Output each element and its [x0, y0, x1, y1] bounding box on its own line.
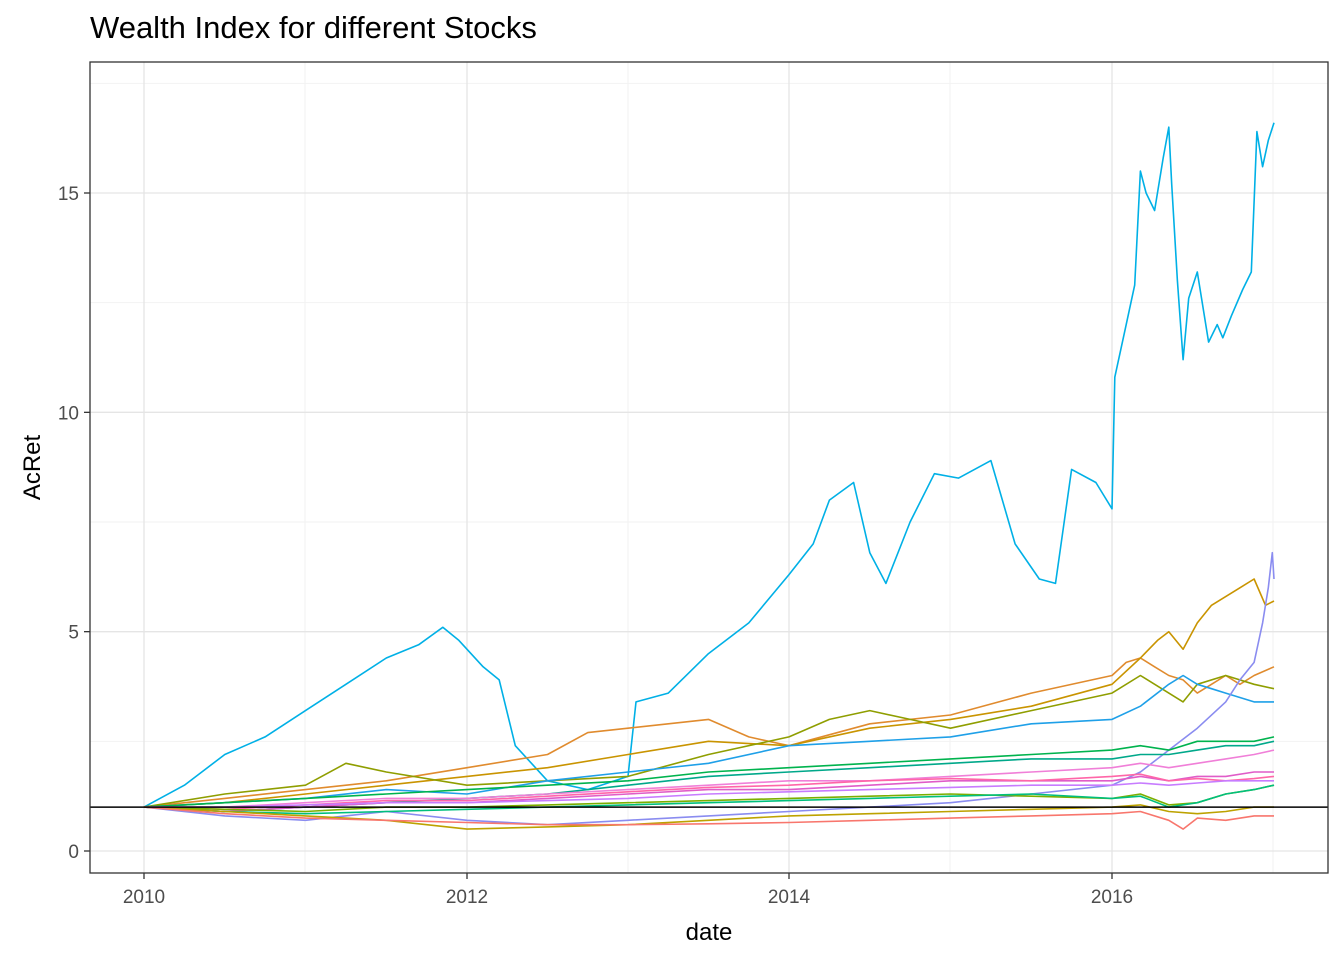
series-line-7: [143, 736, 1275, 808]
x-axis-title: date: [686, 919, 733, 946]
series-line-11: [143, 773, 1275, 811]
y-axis: 0 5 10 15: [58, 184, 90, 863]
y-tick-label: 0: [68, 842, 79, 863]
series-line-14: [143, 784, 1275, 815]
series-line-12: [144, 779, 1274, 808]
x-axis: 2010 2012 2014 2016: [123, 873, 1133, 908]
series-line-16: [143, 806, 1274, 830]
series-line-1: [143, 122, 1275, 808]
y-tick-label: 10: [58, 403, 79, 424]
series-line-4: [143, 674, 1275, 808]
x-tick-label: 2016: [1091, 887, 1133, 908]
series-line-6: [143, 551, 1275, 826]
y-tick-label: 15: [58, 184, 79, 205]
x-tick-label: 2010: [123, 887, 165, 908]
series-line-3: [143, 578, 1275, 808]
y-tick-label: 5: [68, 623, 79, 644]
grid: [90, 62, 1328, 873]
series-line-10: [143, 771, 1274, 813]
chart-title: Wealth Index for different Stocks: [90, 10, 537, 45]
x-tick-label: 2014: [768, 887, 811, 908]
x-tick-label: 2012: [446, 887, 488, 908]
series-layer: [90, 122, 1328, 830]
panel-border: [89, 61, 1329, 874]
series-line-15: [143, 804, 1274, 830]
y-axis-title: AcRet: [19, 434, 46, 500]
